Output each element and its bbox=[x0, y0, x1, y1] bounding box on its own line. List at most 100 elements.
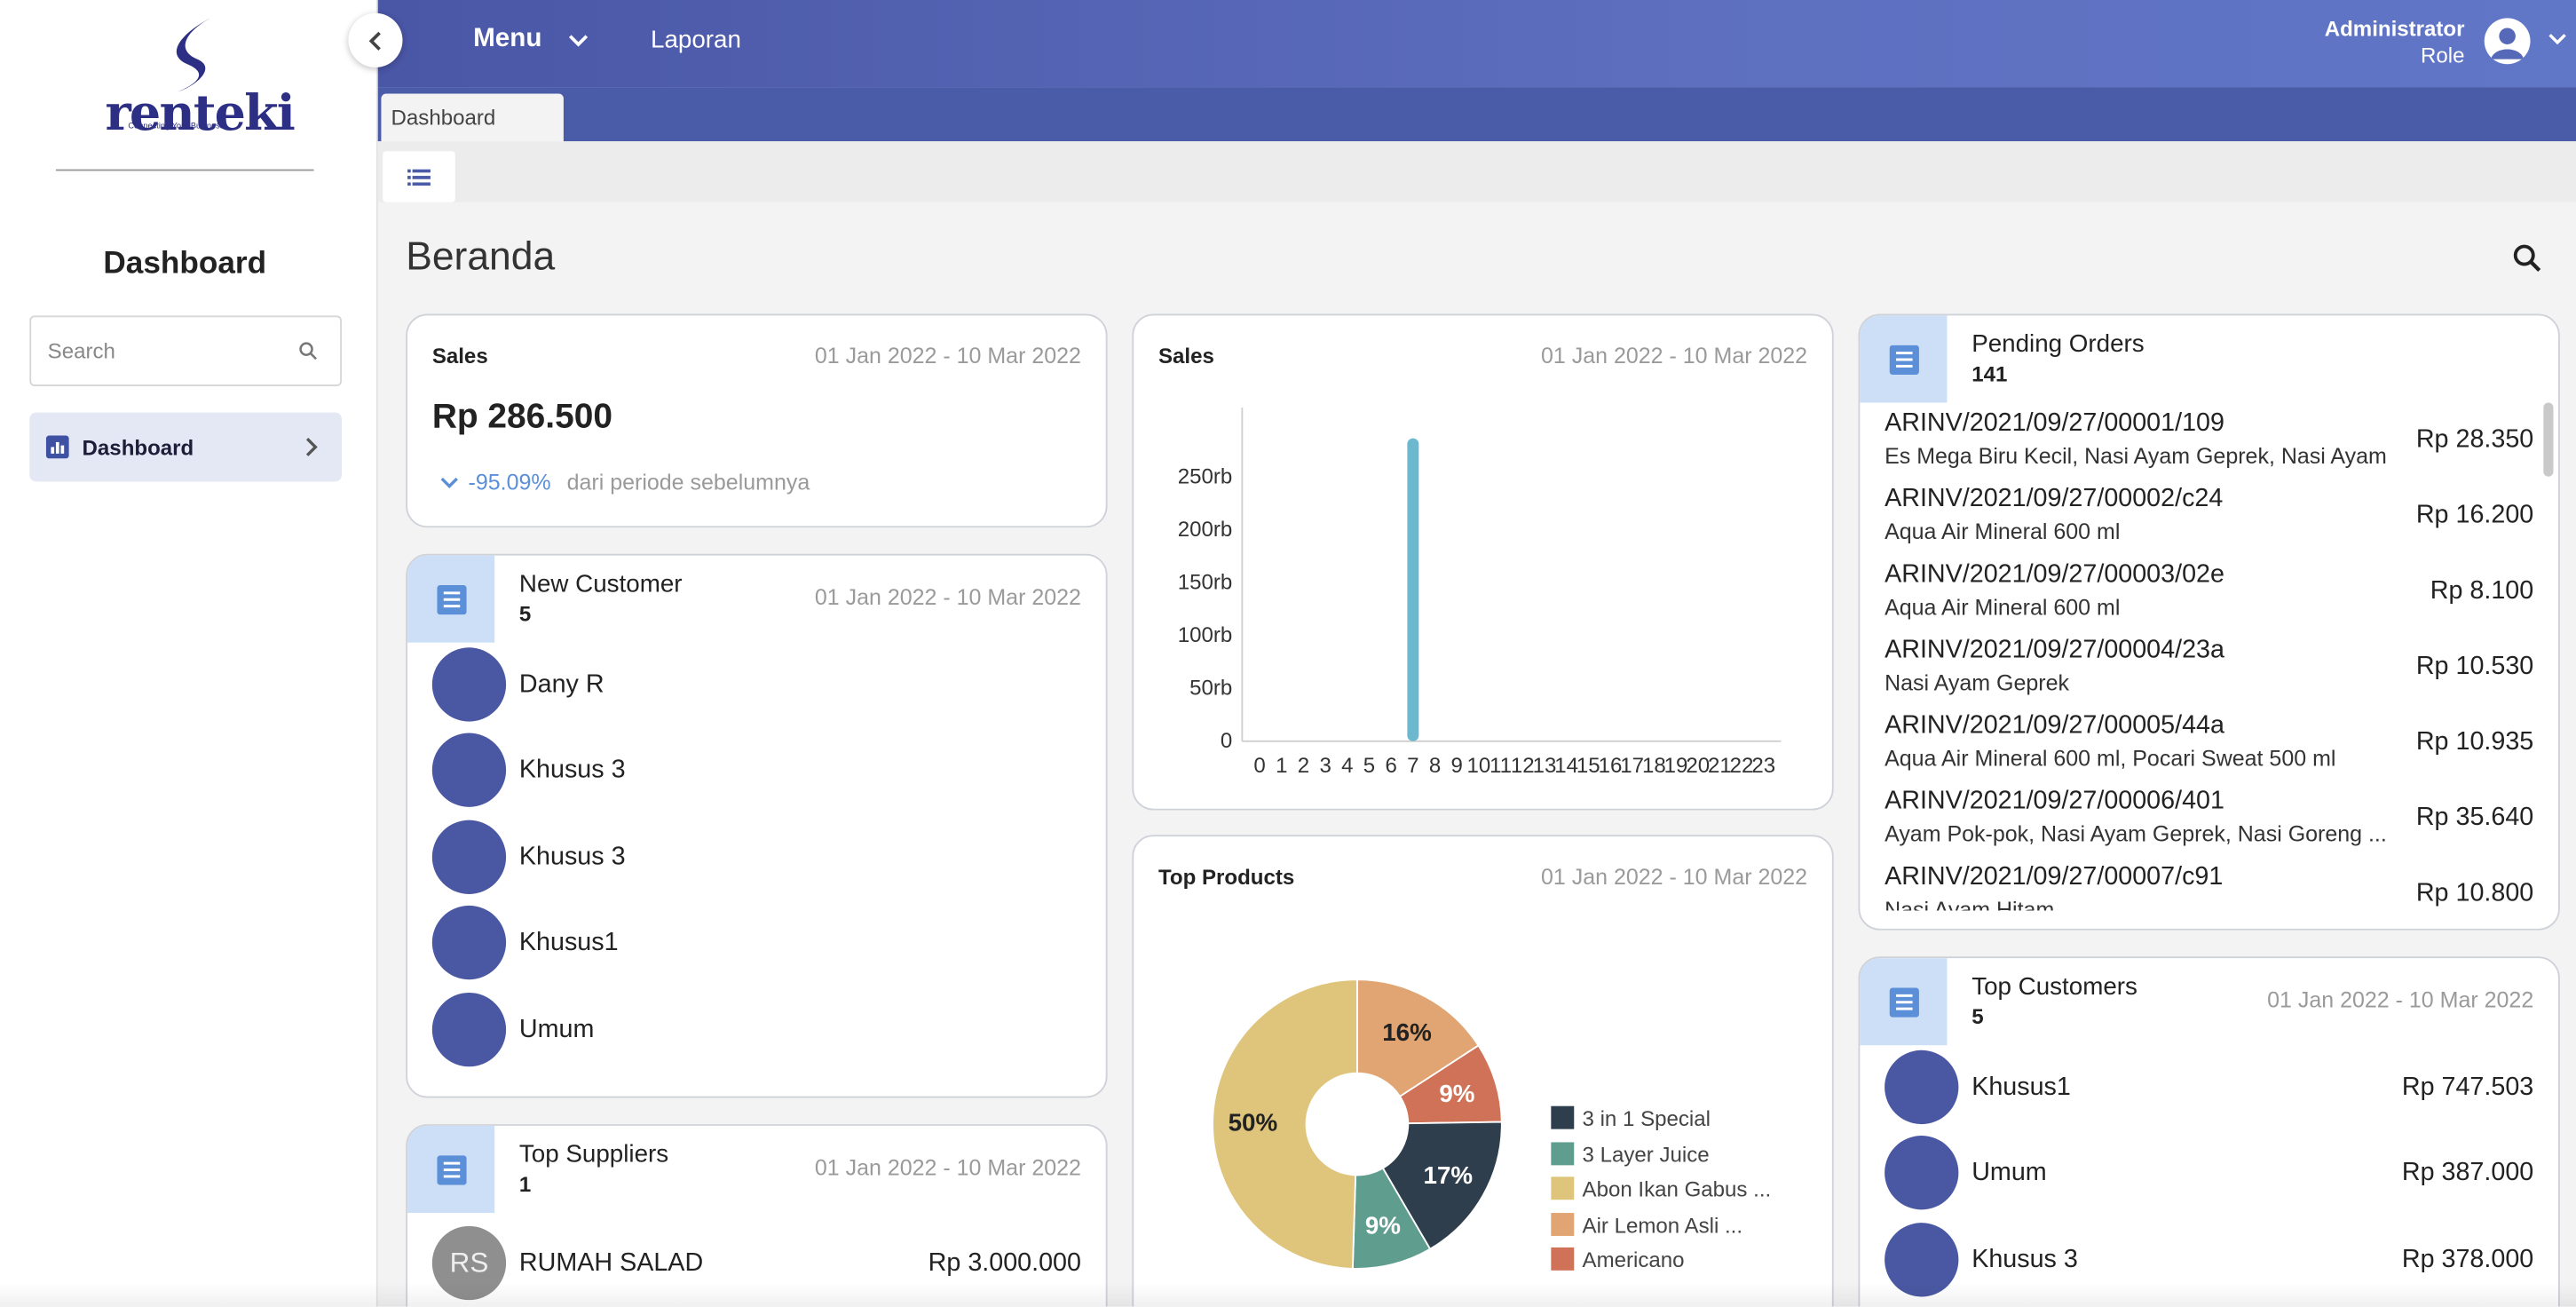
card-date-range: 01 Jan 2022 - 10 Mar 2022 bbox=[814, 343, 1081, 368]
card-title: Pending Orders bbox=[1972, 330, 2145, 359]
legend-label: Abon Ikan Gabus ... bbox=[1582, 1176, 1772, 1202]
sales-change: -95.09% bbox=[468, 470, 551, 495]
card-count: 5 bbox=[1972, 1003, 1984, 1029]
user-info[interactable]: Administrator Role bbox=[2325, 17, 2465, 69]
slice-label: 50% bbox=[1229, 1109, 1278, 1137]
x-tick-label: 2 bbox=[1298, 754, 1309, 778]
order-desc: Nasi Ayam Geprek bbox=[1885, 670, 2069, 695]
order-code: ARINV/2021/09/27/00006/401 bbox=[1885, 787, 2224, 816]
page-search-icon[interactable] bbox=[2510, 242, 2543, 274]
x-tick-label: 6 bbox=[1385, 754, 1396, 778]
slice-label: 9% bbox=[1365, 1211, 1401, 1239]
legend-item: Americano bbox=[1551, 1247, 1685, 1272]
x-tick-label: 21 bbox=[1708, 754, 1732, 778]
x-tick-label: 3 bbox=[1319, 754, 1331, 778]
supplier-amount: Rp 3.000.000 bbox=[928, 1248, 1081, 1278]
card-date-range: 01 Jan 2022 - 10 Mar 2022 bbox=[2267, 987, 2534, 1013]
x-tick-label: 8 bbox=[1429, 754, 1441, 778]
card-count: 5 bbox=[518, 601, 532, 627]
card-count: 1 bbox=[518, 1171, 532, 1197]
order-amount: Rp 28.350 bbox=[2415, 425, 2534, 454]
brand-logo: renteki Connecting Your Business bbox=[102, 13, 296, 143]
search-input[interactable] bbox=[31, 317, 278, 385]
customer-name: Khusus1 bbox=[1972, 1073, 2071, 1102]
order-desc: Ayam Pok-pok, Nasi Ayam Geprek, Nasi Gor… bbox=[1885, 821, 2387, 847]
order-code: ARINV/2021/09/27/00005/44a bbox=[1885, 711, 2224, 740]
sidebar-item-label: Dashboard bbox=[82, 434, 194, 460]
trend-down-icon bbox=[440, 477, 458, 488]
card-header-icon bbox=[407, 555, 495, 643]
avatar: RS bbox=[431, 1225, 507, 1301]
order-desc: Aqua Air Mineral 600 ml bbox=[1885, 595, 2121, 620]
x-tick-label: 11 bbox=[1489, 754, 1512, 778]
card-title: Top Suppliers bbox=[518, 1140, 669, 1169]
avatar bbox=[431, 993, 507, 1067]
order-desc: Es Mega Biru Kecil, Nasi Ayam Geprek, Na… bbox=[1885, 443, 2394, 469]
bar[interactable] bbox=[1407, 438, 1419, 741]
pie-slice[interactable] bbox=[1381, 1121, 1503, 1250]
x-tick-label: 18 bbox=[1642, 754, 1666, 778]
nav-laporan[interactable]: Laporan bbox=[650, 26, 741, 55]
x-tick-label: 13 bbox=[1533, 754, 1557, 778]
card-date-range: 01 Jan 2022 - 10 Mar 2022 bbox=[1541, 864, 1808, 890]
x-tick-label: 10 bbox=[1467, 754, 1491, 778]
customer-name: Dany R bbox=[518, 670, 604, 699]
chevron-right-icon bbox=[305, 438, 318, 456]
y-tick-label: 0 bbox=[1221, 729, 1232, 753]
pie-slice[interactable] bbox=[1356, 978, 1480, 1098]
x-tick-label: 17 bbox=[1620, 754, 1644, 778]
legend-swatch bbox=[1551, 1176, 1575, 1200]
y-tick-label: 50rb bbox=[1189, 677, 1232, 701]
sidebar-title: Dashboard bbox=[103, 246, 267, 281]
card-header-icon bbox=[1860, 958, 1948, 1046]
customer-name: Khusus 3 bbox=[518, 843, 626, 872]
sidebar-collapse-button[interactable] bbox=[348, 12, 403, 67]
tab-dashboard[interactable]: Dashboard bbox=[381, 93, 564, 145]
avatar bbox=[431, 820, 507, 894]
legend-label: Americano bbox=[1582, 1247, 1685, 1272]
list-view-button[interactable] bbox=[383, 151, 455, 202]
legend-item: 3 in 1 Special bbox=[1551, 1105, 1711, 1130]
customer-name: Khusus 3 bbox=[518, 756, 626, 784]
customer-amount: Rp 747.503 bbox=[2401, 1073, 2534, 1102]
customer-name: Khusus 3 bbox=[1972, 1246, 2078, 1274]
pending-orders-card: Pending Orders 141 ARINV/2021/09/27/0000… bbox=[1858, 313, 2560, 931]
list-icon bbox=[407, 168, 431, 186]
avatar bbox=[431, 647, 507, 722]
order-code: ARINV/2021/09/27/00003/02e bbox=[1885, 560, 2224, 589]
card-title: Top Customers bbox=[1972, 972, 2137, 1002]
chevron-down-icon[interactable] bbox=[568, 35, 589, 48]
y-tick-label: 200rb bbox=[1178, 518, 1233, 542]
logo-tagline: Connecting Your Business bbox=[128, 121, 225, 132]
user-menu-chevron-icon[interactable] bbox=[2548, 33, 2566, 46]
avatar bbox=[1885, 1050, 1959, 1125]
x-tick-label: 9 bbox=[1451, 754, 1463, 778]
card-header-icon bbox=[1860, 315, 1948, 403]
scrollbar[interactable] bbox=[2543, 402, 2554, 477]
search-icon[interactable] bbox=[297, 340, 319, 361]
sidebar-item-dashboard[interactable]: Dashboard bbox=[29, 412, 343, 482]
pie-slice[interactable] bbox=[1212, 978, 1358, 1270]
menu-dropdown[interactable]: Menu bbox=[473, 24, 542, 53]
slice-label: 16% bbox=[1382, 1018, 1432, 1046]
x-tick-label: 16 bbox=[1599, 754, 1623, 778]
sidebar-search[interactable] bbox=[29, 315, 343, 386]
card-title: Top Products bbox=[1158, 864, 1295, 890]
order-desc: Nasi Ayam Hitam bbox=[1885, 897, 2055, 911]
document-icon bbox=[1888, 986, 1919, 1017]
customer-name: Khusus1 bbox=[518, 928, 619, 957]
sales-amount: Rp 286.500 bbox=[431, 397, 612, 436]
order-code: ARINV/2021/09/27/00004/23a bbox=[1885, 636, 2224, 664]
order-amount: Rp 8.100 bbox=[2430, 576, 2534, 606]
avatar bbox=[1885, 1136, 1959, 1210]
x-tick-label: 23 bbox=[1751, 754, 1775, 778]
order-desc: Aqua Air Mineral 600 ml, Pocari Sweat 50… bbox=[1885, 746, 2336, 772]
user-avatar-icon[interactable] bbox=[2484, 18, 2531, 65]
x-tick-label: 19 bbox=[1664, 754, 1688, 778]
y-tick-label: 100rb bbox=[1178, 623, 1233, 647]
x-tick-label: 0 bbox=[1253, 754, 1265, 778]
order-code: ARINV/2021/09/27/00001/109 bbox=[1885, 408, 2224, 438]
order-code: ARINV/2021/09/27/00002/c24 bbox=[1885, 485, 2224, 513]
card-title: Sales bbox=[1158, 343, 1214, 368]
legend-item: 3 Layer Juice bbox=[1551, 1142, 1710, 1167]
